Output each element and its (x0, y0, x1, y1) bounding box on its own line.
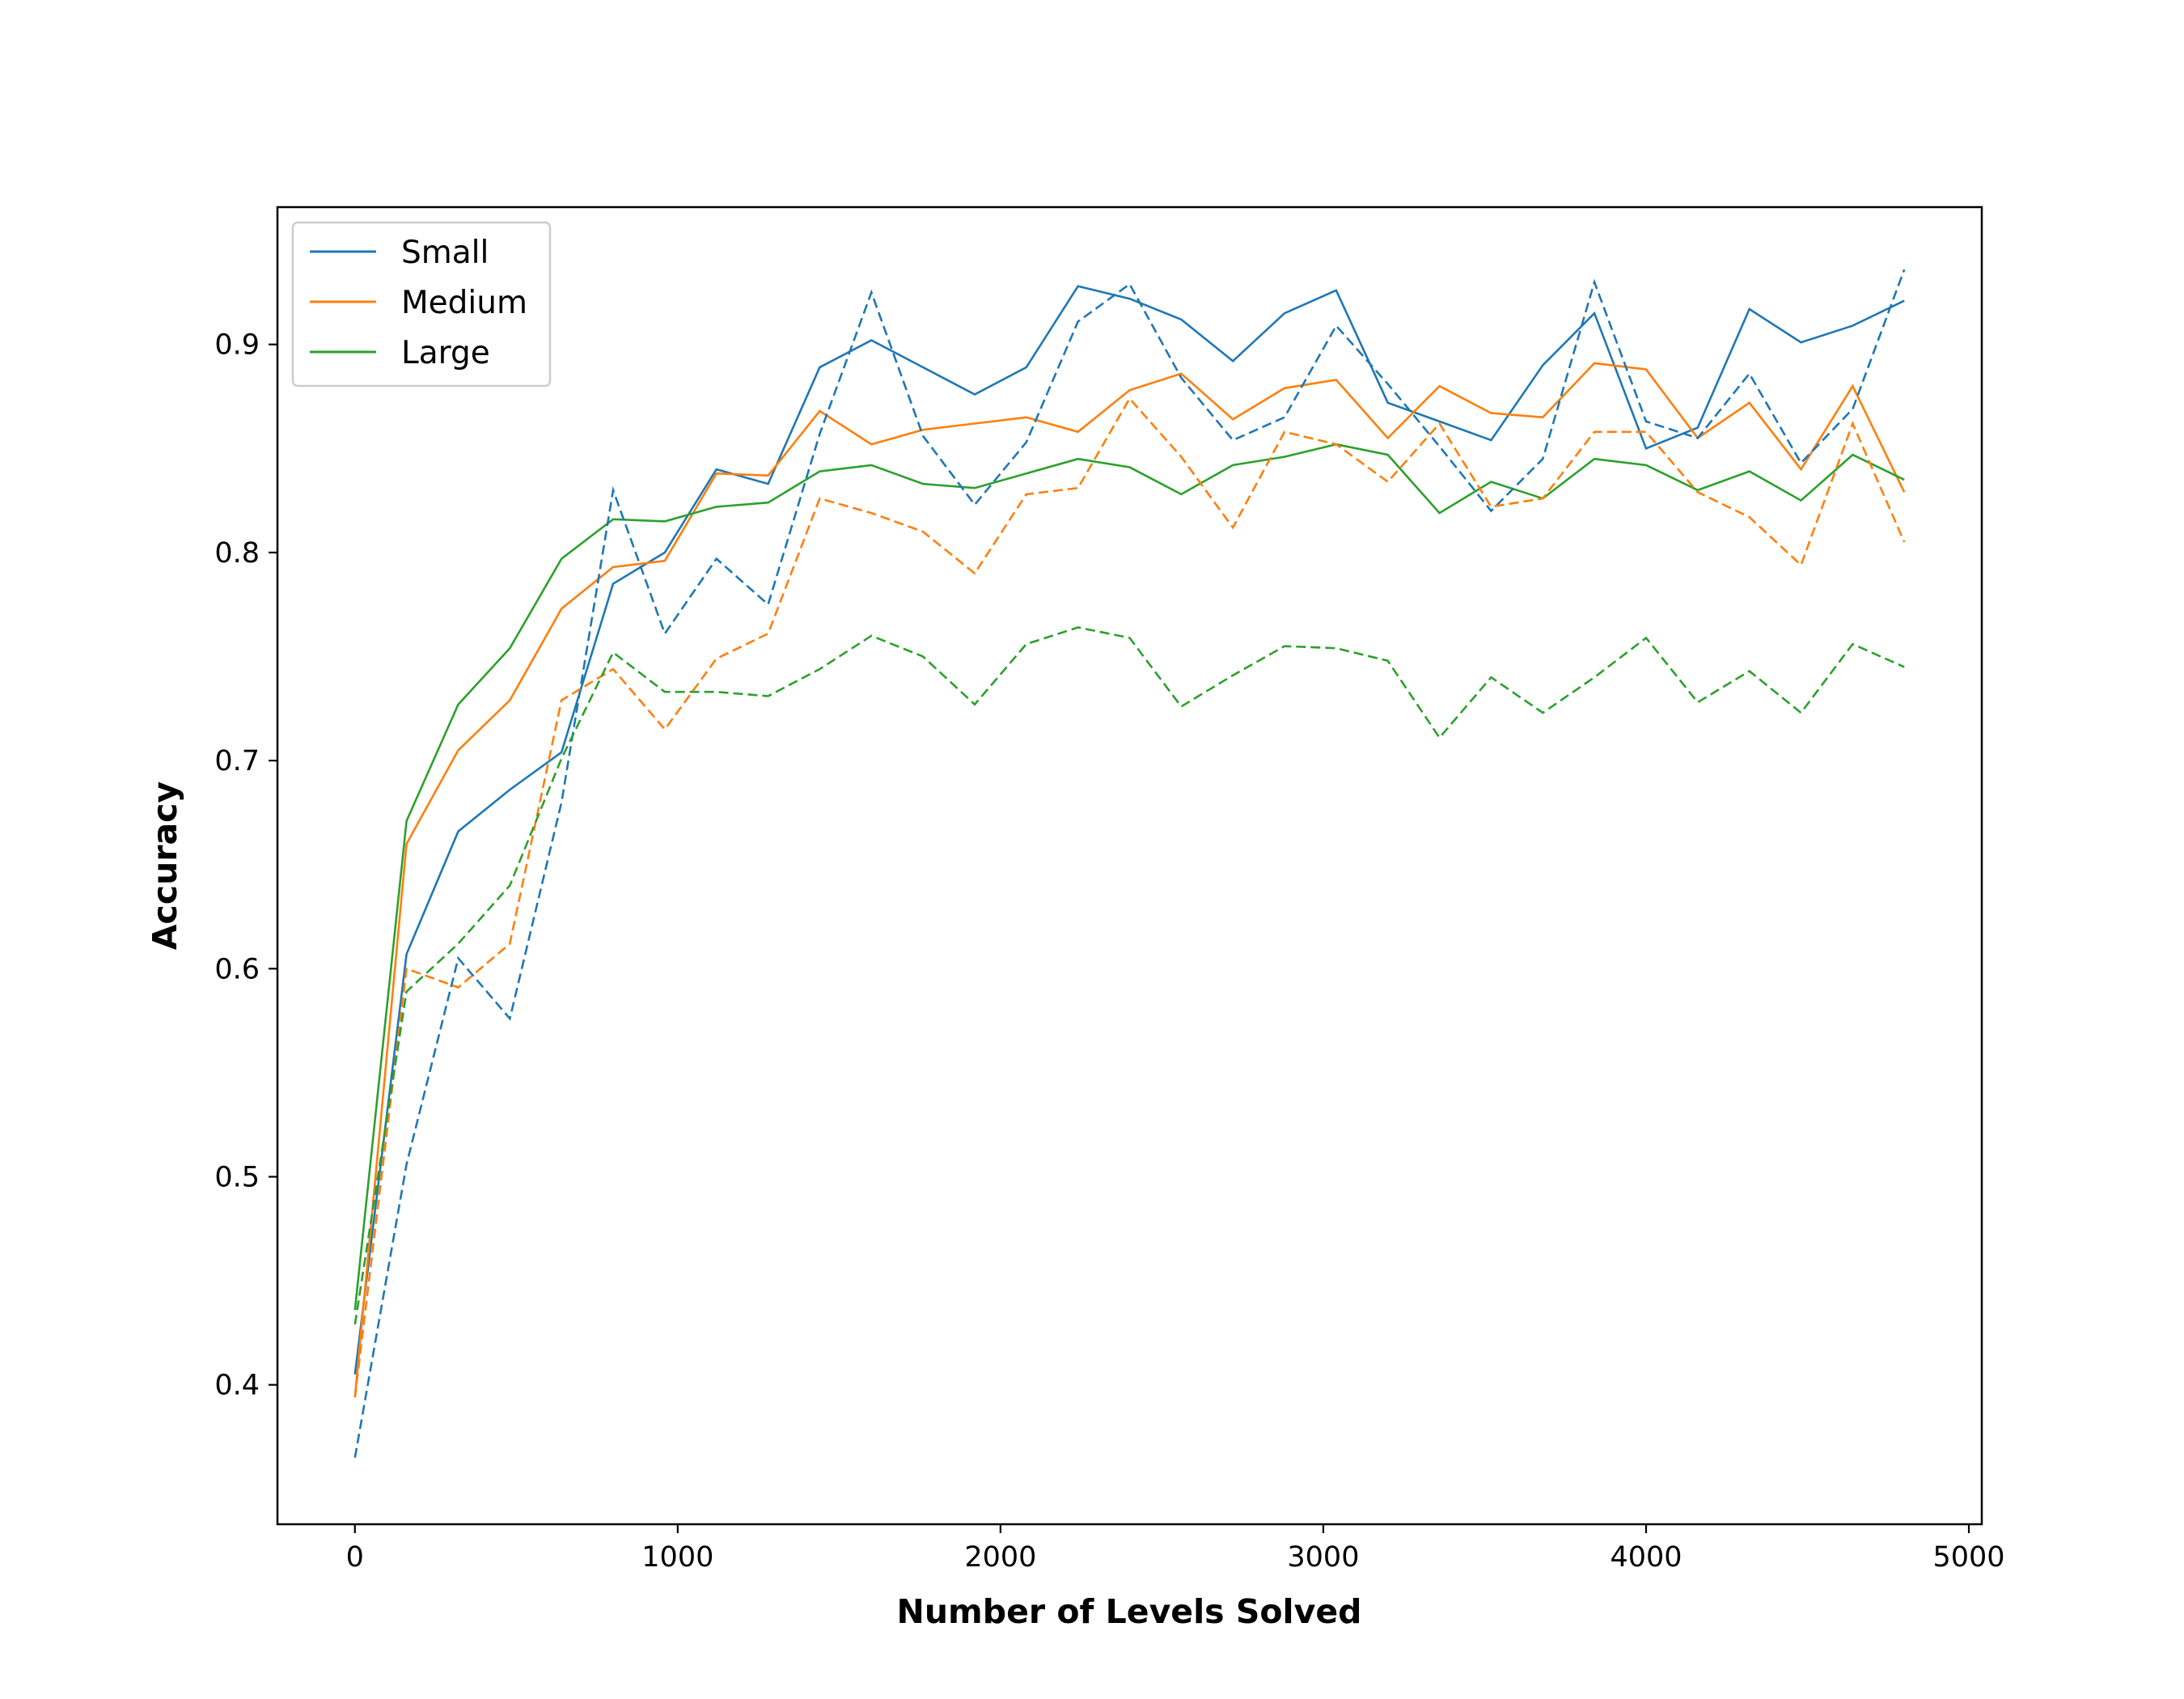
y-tick-label: 0.5 (214, 1161, 260, 1193)
x-tick-label: 4000 (1610, 1541, 1682, 1574)
series-line-small-dashed (353, 269, 1906, 1458)
legend-label-medium: Medium (401, 285, 527, 321)
y-axis-label: Accuracy (146, 782, 184, 950)
x-axis-ticks: 0 1000 2000 3000 4000 5000 (346, 1524, 2005, 1574)
y-tick-label: 0.9 (214, 329, 260, 362)
legend-label-large: Large (401, 335, 490, 371)
y-tick-label: 0.8 (214, 537, 260, 570)
x-tick-label: 1000 (641, 1541, 713, 1574)
y-axis-ticks: 0.4 0.5 0.6 0.7 0.8 0.9 (214, 329, 277, 1402)
series-line-small (353, 285, 1905, 1375)
x-tick-label: 3000 (1287, 1541, 1359, 1574)
series-line-medium-dashed (353, 396, 1906, 1398)
y-tick-label: 0.6 (214, 953, 260, 985)
x-tick-label: 0 (346, 1541, 364, 1574)
x-tick-label: 2000 (964, 1541, 1036, 1574)
series-line-large-dashed (353, 626, 1905, 1325)
legend-box (291, 221, 552, 388)
x-axis-label: Number of Levels Solved (897, 1592, 1362, 1631)
plot-lines (353, 269, 1906, 1458)
y-tick-label: 0.7 (214, 745, 260, 777)
x-tick-label: 5000 (1932, 1541, 2004, 1574)
series-line-large (353, 443, 1905, 1311)
series-line-medium (353, 362, 1906, 1398)
axes-frame (276, 205, 1983, 1526)
legend: Small Medium Large (291, 221, 552, 388)
y-tick-label: 0.4 (214, 1370, 260, 1402)
legend-label-small: Small (401, 235, 489, 271)
